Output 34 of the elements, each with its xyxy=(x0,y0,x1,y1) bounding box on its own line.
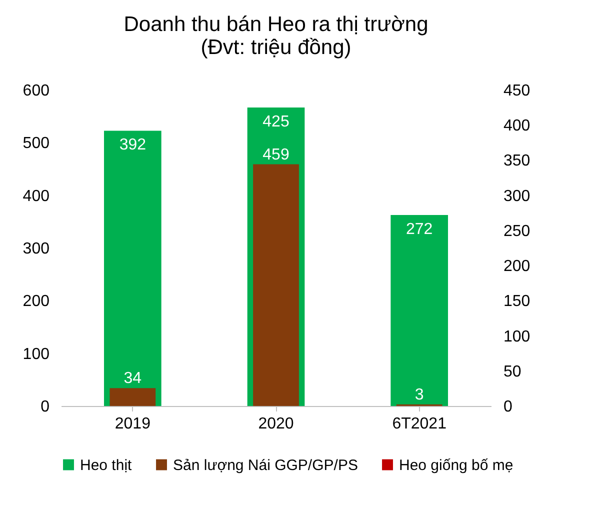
bar xyxy=(390,214,448,406)
y2-tick-label: 250 xyxy=(504,222,530,240)
y2-tick-label: 100 xyxy=(504,328,530,346)
legend-label: Sản lượng Nái GGP/GP/PS xyxy=(173,456,358,474)
y-tick-label: 200 xyxy=(22,293,50,310)
data-label: 392 xyxy=(119,136,146,154)
chart-subtitle: (Đvt: triệu đồng) xyxy=(200,36,352,59)
y2-tick-label: 450 xyxy=(504,82,530,100)
y-tick-label: 100 xyxy=(22,346,50,363)
data-label: 34 xyxy=(124,370,142,388)
y2-tick-label: 300 xyxy=(504,188,530,205)
y-tick-label: 300 xyxy=(22,240,50,258)
y2-tick-label: 400 xyxy=(504,118,530,135)
y2-tick-label: 50 xyxy=(504,363,522,380)
y-tick-label: 0 xyxy=(40,398,50,416)
y-tick-label: 600 xyxy=(22,82,50,100)
x-tick-label: 2019 xyxy=(114,416,151,432)
legend-label: Heo thịt xyxy=(80,456,133,474)
data-label: 425 xyxy=(262,114,290,131)
y-tick-label: 500 xyxy=(22,135,50,152)
y2-tick-label: 0 xyxy=(504,398,512,416)
y2-tick-label: 150 xyxy=(504,293,530,310)
bar xyxy=(110,388,156,406)
bar xyxy=(104,130,162,406)
data-label: 459 xyxy=(262,146,290,164)
y2-tick-label: 200 xyxy=(504,258,530,276)
y2-tick-label: 350 xyxy=(504,152,530,170)
legend-label: Heo giống bố mẹ xyxy=(399,456,514,474)
y-tick-label: 400 xyxy=(22,188,50,205)
data-label: 3 xyxy=(414,386,424,404)
chart-title: Doanh thu bán Heo ra thị trường xyxy=(124,13,428,36)
x-tick-label: 6T2021 xyxy=(392,416,447,432)
data-label: 272 xyxy=(406,220,433,238)
x-tick-label: 2020 xyxy=(258,416,294,432)
